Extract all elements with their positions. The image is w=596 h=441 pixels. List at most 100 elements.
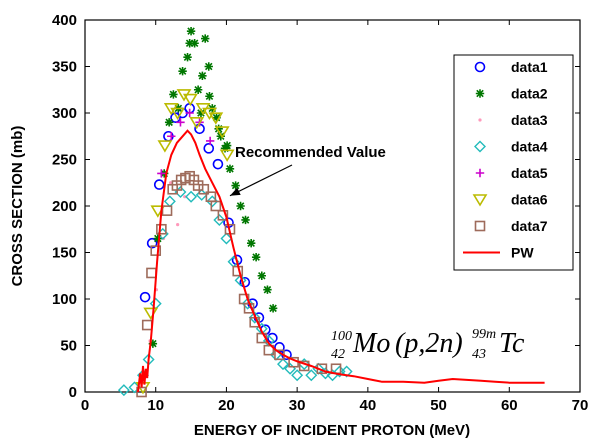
data-point xyxy=(161,205,173,216)
data-point xyxy=(203,143,215,154)
series-data7 xyxy=(136,170,342,398)
data-point xyxy=(156,223,167,235)
y-tick-label: 250 xyxy=(52,152,77,169)
formula-target: Mo xyxy=(352,328,390,359)
data-point xyxy=(176,223,180,227)
legend: data1 data2 data3 data4 data5 data6 data7 PW xyxy=(453,54,574,271)
series-layer xyxy=(117,26,545,398)
formula-target-z: 42 xyxy=(331,347,345,362)
data-point xyxy=(219,149,235,162)
annotation: Recommended Value xyxy=(229,144,386,197)
x-tick-label: 40 xyxy=(360,397,377,414)
y-tick-label: 400 xyxy=(52,12,77,29)
y-tick-label: 150 xyxy=(52,245,77,262)
legend-label: data3 xyxy=(511,112,548,128)
data-point xyxy=(183,53,192,62)
legend-item-data6: data6 xyxy=(472,192,548,208)
x-tick-label: 70 xyxy=(572,397,589,414)
x-tick-label: 10 xyxy=(147,397,164,414)
x-tick-label: 30 xyxy=(289,397,306,414)
series-line-PW xyxy=(137,129,545,393)
data-point xyxy=(205,136,215,146)
data-point xyxy=(263,344,275,356)
annotation-arrow xyxy=(229,164,293,197)
data-point xyxy=(189,117,205,130)
data-point xyxy=(241,215,250,225)
y-tick-label: 100 xyxy=(52,291,77,308)
data-point xyxy=(234,274,247,287)
y-tick-label: 350 xyxy=(52,59,77,76)
data-point xyxy=(157,140,173,153)
x-tick-label: 0 xyxy=(81,397,89,414)
data-point xyxy=(208,112,224,125)
data-point xyxy=(117,384,130,397)
data-point xyxy=(157,169,166,178)
series-data2 xyxy=(148,26,278,348)
legend-item-data2: data2 xyxy=(475,86,548,102)
legend-item-data3: data3 xyxy=(478,112,548,128)
data-point xyxy=(169,90,178,99)
legend-swatch xyxy=(475,89,485,98)
formula-channel: (p,2n) xyxy=(395,328,463,359)
data-point xyxy=(246,239,256,248)
x-tick-label: 20 xyxy=(218,397,235,414)
data-point xyxy=(236,201,245,211)
data-point xyxy=(213,213,226,226)
data-point xyxy=(198,183,210,195)
data-point xyxy=(241,297,254,310)
annotation-arrowhead xyxy=(229,187,241,196)
data-point xyxy=(136,386,147,398)
data-point xyxy=(220,232,233,245)
data-point xyxy=(214,124,223,134)
data-point xyxy=(164,118,174,127)
data-point xyxy=(185,190,198,203)
legend-swatch xyxy=(474,220,486,232)
legend-item-data4: data4 xyxy=(474,139,548,155)
data-point xyxy=(277,358,289,371)
legend-item-data1: data1 xyxy=(474,59,548,75)
data-point xyxy=(263,285,272,294)
data-point xyxy=(212,158,224,170)
legend-swatch xyxy=(472,194,488,207)
data-point xyxy=(205,92,214,101)
data-point xyxy=(170,112,181,123)
x-axis-label: ENERGY OF INCIDENT PROTON (MeV) xyxy=(194,422,470,439)
legend-swatch xyxy=(475,168,485,178)
data-point xyxy=(150,245,162,256)
legend-box xyxy=(453,54,574,271)
data-point xyxy=(182,93,198,107)
axis-ticks: 0 10 20 30 40 50 60 70 0 50 100 150 200 250 300 350 400 xyxy=(52,12,588,414)
data-point xyxy=(153,179,165,190)
y-axis-label: CROSS SECTION (mb) xyxy=(9,126,26,287)
data-point xyxy=(268,304,278,313)
legend-item-PW: PW xyxy=(463,245,534,261)
data-point xyxy=(190,39,199,48)
legend-label: data1 xyxy=(511,59,548,75)
legend-entries: data1 data2 data3 data4 data5 data6 data7 PW xyxy=(463,59,548,261)
data-point xyxy=(231,181,240,190)
data-point xyxy=(146,237,158,249)
series-data5 xyxy=(157,108,215,178)
legend-label: PW xyxy=(511,245,534,261)
data-point xyxy=(193,85,203,94)
data-point xyxy=(168,181,173,185)
data-point xyxy=(340,365,353,378)
legend-label: data6 xyxy=(511,192,548,208)
data-point xyxy=(291,369,304,382)
data-point xyxy=(217,210,229,221)
y-tick-label: 0 xyxy=(69,384,77,401)
data-point xyxy=(178,66,187,76)
legend-swatch xyxy=(478,118,482,122)
y-tick-label: 200 xyxy=(52,198,77,215)
data-point xyxy=(305,369,318,382)
data-point xyxy=(139,291,151,303)
y-tick-label: 50 xyxy=(60,338,77,355)
data-point xyxy=(204,62,213,71)
data-point xyxy=(222,141,232,150)
data-point xyxy=(212,113,221,122)
legend-label: data2 xyxy=(511,86,548,102)
data-point xyxy=(186,26,196,36)
y-tick-label: 300 xyxy=(52,105,77,122)
data-point xyxy=(225,164,235,173)
formula-target-mass: 100 xyxy=(331,329,352,344)
